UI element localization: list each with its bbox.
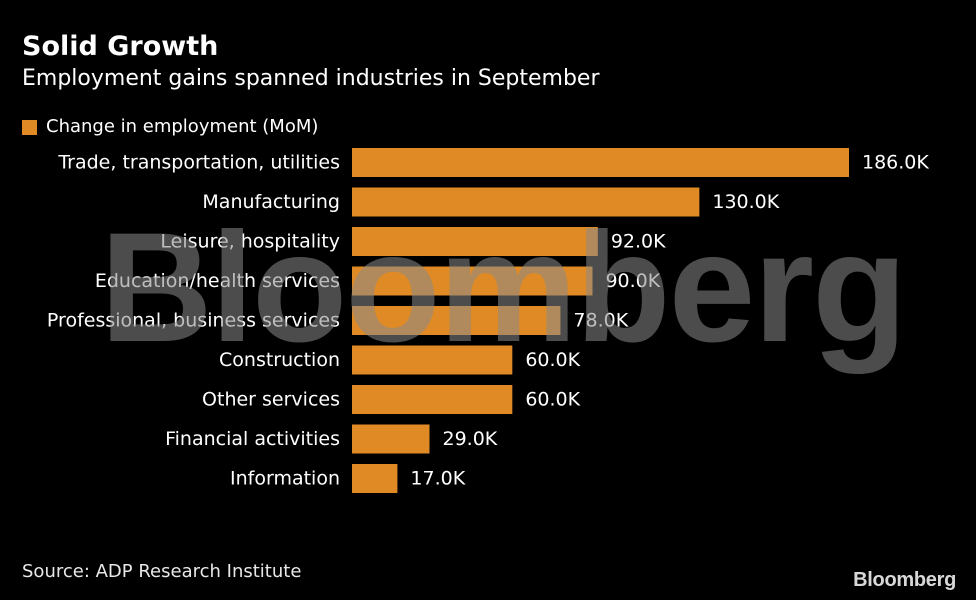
category-label-2: Leisure, hospitality xyxy=(160,231,340,253)
value-label-5: 60.0K xyxy=(525,349,580,371)
category-label-8: Information xyxy=(230,468,340,490)
category-label-3: Education/health services xyxy=(95,270,340,292)
value-label-2: 92.0K xyxy=(611,231,666,253)
value-label-8: 17.0K xyxy=(410,468,465,490)
chart-title: Solid Growth xyxy=(22,31,219,62)
bloomberg-logo: Bloomberg xyxy=(853,569,956,591)
bar-7 xyxy=(352,424,430,454)
bar-0 xyxy=(352,148,849,177)
category-label-5: Construction xyxy=(219,349,340,371)
category-label-7: Financial activities xyxy=(165,428,340,450)
value-label-4: 78.0K xyxy=(573,310,628,332)
bar-8 xyxy=(352,464,398,493)
chart-subtitle: Employment gains spanned industries in S… xyxy=(22,66,600,91)
bar-6 xyxy=(352,385,513,414)
category-label-1: Manufacturing xyxy=(202,191,340,213)
bar-3 xyxy=(352,266,593,296)
bar-4 xyxy=(352,306,561,335)
value-label-1: 130.0K xyxy=(712,191,779,213)
category-label-4: Professional, business services xyxy=(47,310,340,332)
value-label-0: 186.0K xyxy=(862,152,929,174)
legend-label: Change in employment (MoM) xyxy=(46,116,319,137)
value-label-6: 60.0K xyxy=(525,389,580,411)
bar-1 xyxy=(352,187,700,217)
legend: Change in employment (MoM) xyxy=(22,114,318,140)
value-label-7: 29.0K xyxy=(442,428,497,450)
bar-5 xyxy=(352,345,513,375)
value-label-3: 90.0K xyxy=(605,270,660,292)
category-label-0: Trade, transportation, utilities xyxy=(57,152,340,174)
bar-2 xyxy=(352,227,598,256)
legend-swatch xyxy=(22,119,37,135)
category-label-6: Other services xyxy=(202,389,340,411)
source-note: Source: ADP Research Institute xyxy=(22,561,302,582)
